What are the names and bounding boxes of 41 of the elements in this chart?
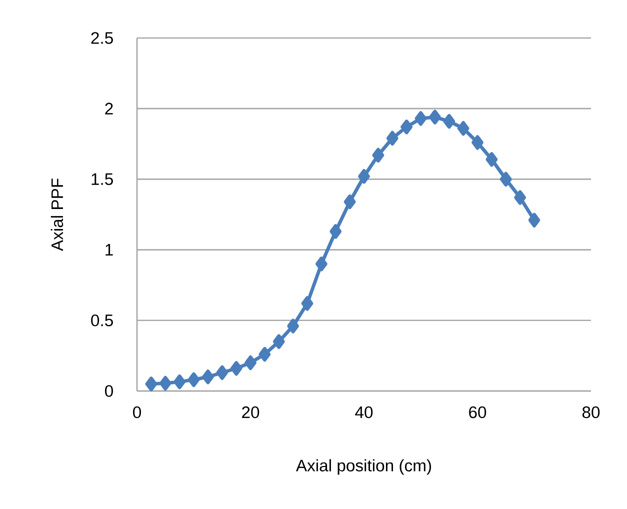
y-tick-label: 0.5	[91, 314, 113, 326]
point	[528, 212, 540, 228]
x-tick-label: 40	[355, 406, 373, 418]
y-tick-label: 2	[105, 102, 113, 114]
point	[174, 374, 186, 390]
point	[457, 121, 470, 136]
point	[358, 169, 370, 184]
point	[514, 190, 526, 205]
point	[287, 318, 299, 334]
point	[400, 120, 412, 134]
y-axis-title: Axial PPF	[50, 178, 64, 252]
x-tick-label: 80	[582, 406, 600, 418]
point	[159, 376, 172, 391]
y-tick-label: 1.5	[92, 173, 113, 186]
point	[330, 224, 342, 239]
point	[372, 148, 384, 163]
point	[316, 256, 328, 272]
y-tick-label: 1	[106, 244, 113, 256]
point	[145, 376, 158, 392]
point	[230, 361, 242, 376]
point	[216, 365, 228, 380]
point	[429, 110, 441, 124]
point	[386, 130, 398, 146]
y-tick-label: 0	[105, 385, 113, 397]
y-tick-label: 2.5	[91, 32, 113, 44]
point	[272, 334, 285, 349]
point	[258, 346, 271, 362]
point	[344, 194, 356, 210]
point	[486, 152, 498, 167]
point	[244, 355, 256, 370]
x-axis-title: Axial position (cm)	[296, 459, 432, 475]
point	[188, 372, 200, 388]
point	[500, 172, 512, 187]
point	[414, 111, 427, 126]
x-tick-label: 20	[242, 406, 260, 418]
point	[301, 296, 314, 311]
x-tick-label: 0	[133, 406, 141, 418]
point	[202, 370, 214, 384]
point	[443, 114, 456, 129]
x-tick-label: 60	[469, 406, 486, 418]
point	[472, 135, 484, 150]
